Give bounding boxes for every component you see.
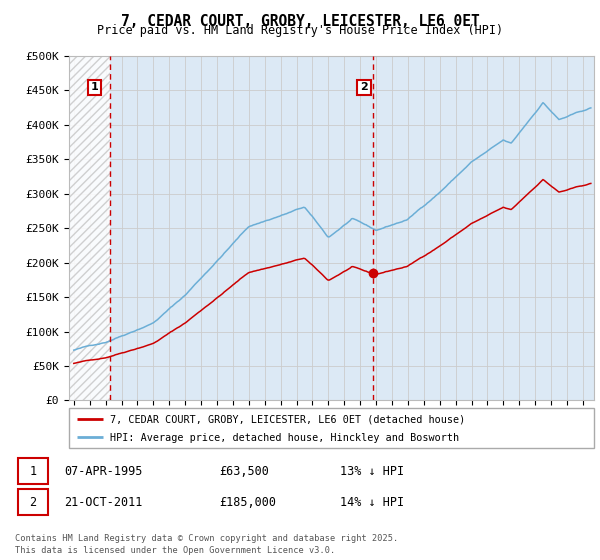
Text: 1: 1 xyxy=(29,465,36,478)
Text: £63,500: £63,500 xyxy=(220,465,269,478)
Text: 14% ↓ HPI: 14% ↓ HPI xyxy=(340,496,404,508)
Text: 2: 2 xyxy=(360,82,368,92)
Text: Contains HM Land Registry data © Crown copyright and database right 2025.
This d: Contains HM Land Registry data © Crown c… xyxy=(15,534,398,555)
Text: £185,000: £185,000 xyxy=(220,496,277,508)
Text: 7, CEDAR COURT, GROBY, LEICESTER, LE6 0ET (detached house): 7, CEDAR COURT, GROBY, LEICESTER, LE6 0E… xyxy=(110,415,465,425)
FancyBboxPatch shape xyxy=(69,408,594,448)
Text: HPI: Average price, detached house, Hinckley and Bosworth: HPI: Average price, detached house, Hinc… xyxy=(110,433,459,444)
Text: 7, CEDAR COURT, GROBY, LEICESTER, LE6 0ET: 7, CEDAR COURT, GROBY, LEICESTER, LE6 0E… xyxy=(121,14,479,29)
FancyBboxPatch shape xyxy=(18,459,48,484)
Text: Price paid vs. HM Land Registry's House Price Index (HPI): Price paid vs. HM Land Registry's House … xyxy=(97,24,503,38)
Text: 2: 2 xyxy=(29,496,36,508)
Bar xyxy=(69,56,110,400)
Text: 07-APR-1995: 07-APR-1995 xyxy=(64,465,142,478)
Text: 21-OCT-2011: 21-OCT-2011 xyxy=(64,496,142,508)
Text: 13% ↓ HPI: 13% ↓ HPI xyxy=(340,465,404,478)
Text: 1: 1 xyxy=(91,82,98,92)
FancyBboxPatch shape xyxy=(18,489,48,515)
